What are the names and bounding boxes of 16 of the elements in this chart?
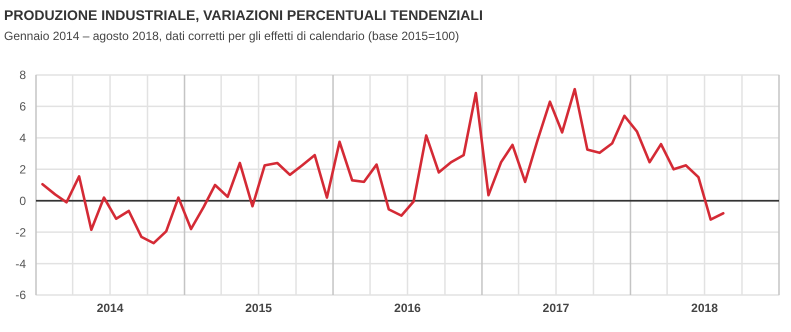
y-tick-label: 2 (19, 162, 26, 176)
chart-subtitle: Gennaio 2014 – agosto 2018, dati corretti per gli effetti di calendario (base 2015=100) (4, 29, 460, 43)
x-tick-label: 2016 (394, 301, 422, 315)
x-tick-label: 2018 (691, 301, 718, 315)
y-tick-label: 0 (19, 194, 26, 208)
y-tick-label: -4 (15, 256, 26, 271)
y-tick-label: 8 (19, 68, 26, 82)
chart-title: PRODUZIONE INDUSTRIALE, VARIAZIONI PERCENTUALI TENDENZIALI (4, 7, 483, 23)
y-tick-label: 6 (19, 100, 26, 114)
y-tick-label: -6 (15, 288, 26, 302)
y-tick-label: 4 (19, 131, 26, 146)
line-series (41, 88, 725, 244)
y-tick-label: -2 (15, 225, 26, 240)
x-tick-label: 2015 (245, 301, 272, 315)
x-tick-label: 2014 (96, 301, 124, 315)
x-tick-label: 2017 (542, 301, 570, 315)
